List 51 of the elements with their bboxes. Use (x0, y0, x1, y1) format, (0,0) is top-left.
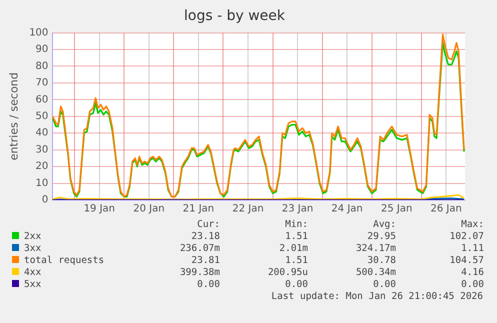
legend-label: 3xx (23, 242, 42, 254)
text: Last update: Mon Jan 26 21:00:45 2026 (270, 291, 483, 302)
text: 104.57 (448, 254, 484, 266)
text: 4.16 (460, 266, 484, 278)
text: 29.95 (366, 230, 396, 242)
text: 200.95u (266, 266, 308, 278)
x-tick-label: 23 Jan (282, 204, 314, 215)
text: Min: (284, 218, 308, 230)
text: 0.00 (460, 278, 484, 290)
text: 399.38m (178, 266, 220, 278)
y-tick-label: 20 (36, 161, 48, 172)
y-tick-label: 0 (42, 194, 48, 206)
text: 1.51 (284, 230, 308, 242)
text: 0.00 (284, 278, 308, 290)
y-tick-label: 30 (36, 144, 48, 156)
text: 0.00 (372, 278, 396, 290)
text: 2.01m (278, 242, 308, 254)
x-tick-label: 21 Jan (182, 204, 214, 215)
legend-label: 4xx (23, 266, 42, 278)
y-tick-label: 50 (36, 110, 48, 122)
x-tick-label: 25 Jan (380, 204, 412, 215)
y-tick-label: 10 (36, 178, 48, 189)
x-tick-label: 24 Jan (331, 204, 363, 215)
legend-label: 2xx (23, 230, 42, 242)
y-tick-label: 70 (36, 78, 48, 89)
x-tick-label: 20 Jan (133, 204, 165, 215)
text: 23.81 (190, 254, 220, 266)
text: 102.07 (448, 230, 484, 242)
y-tick-label: 90 (36, 44, 48, 56)
y-tick-label: 80 (36, 60, 48, 72)
text: 500.34m (354, 266, 396, 278)
y-axis-title: entries / second (7, 72, 20, 160)
text: Max: (460, 218, 484, 230)
legend-label: total requests (23, 254, 106, 266)
text: 23.18 (190, 230, 220, 242)
text: 236.07m (178, 242, 220, 254)
y-tick-label: 60 (36, 94, 48, 106)
text: 30.78 (366, 254, 396, 266)
legend-label: 5xx (23, 278, 42, 290)
x-tick-label: 19 Jan (84, 204, 116, 215)
text: 0.00 (196, 278, 220, 290)
y-tick-label: 40 (36, 128, 48, 139)
y-tick-label: 100 (29, 27, 48, 38)
x-tick-label: 22 Jan (232, 204, 264, 215)
text: 1.51 (284, 254, 308, 266)
text: 1.11 (460, 242, 484, 254)
x-tick-label: 26 Jan (430, 204, 462, 215)
text: 324.17m (354, 242, 396, 254)
text: Cur: (196, 218, 220, 230)
chart-title: logs - by week (184, 8, 286, 24)
text: Avg: (372, 218, 396, 230)
